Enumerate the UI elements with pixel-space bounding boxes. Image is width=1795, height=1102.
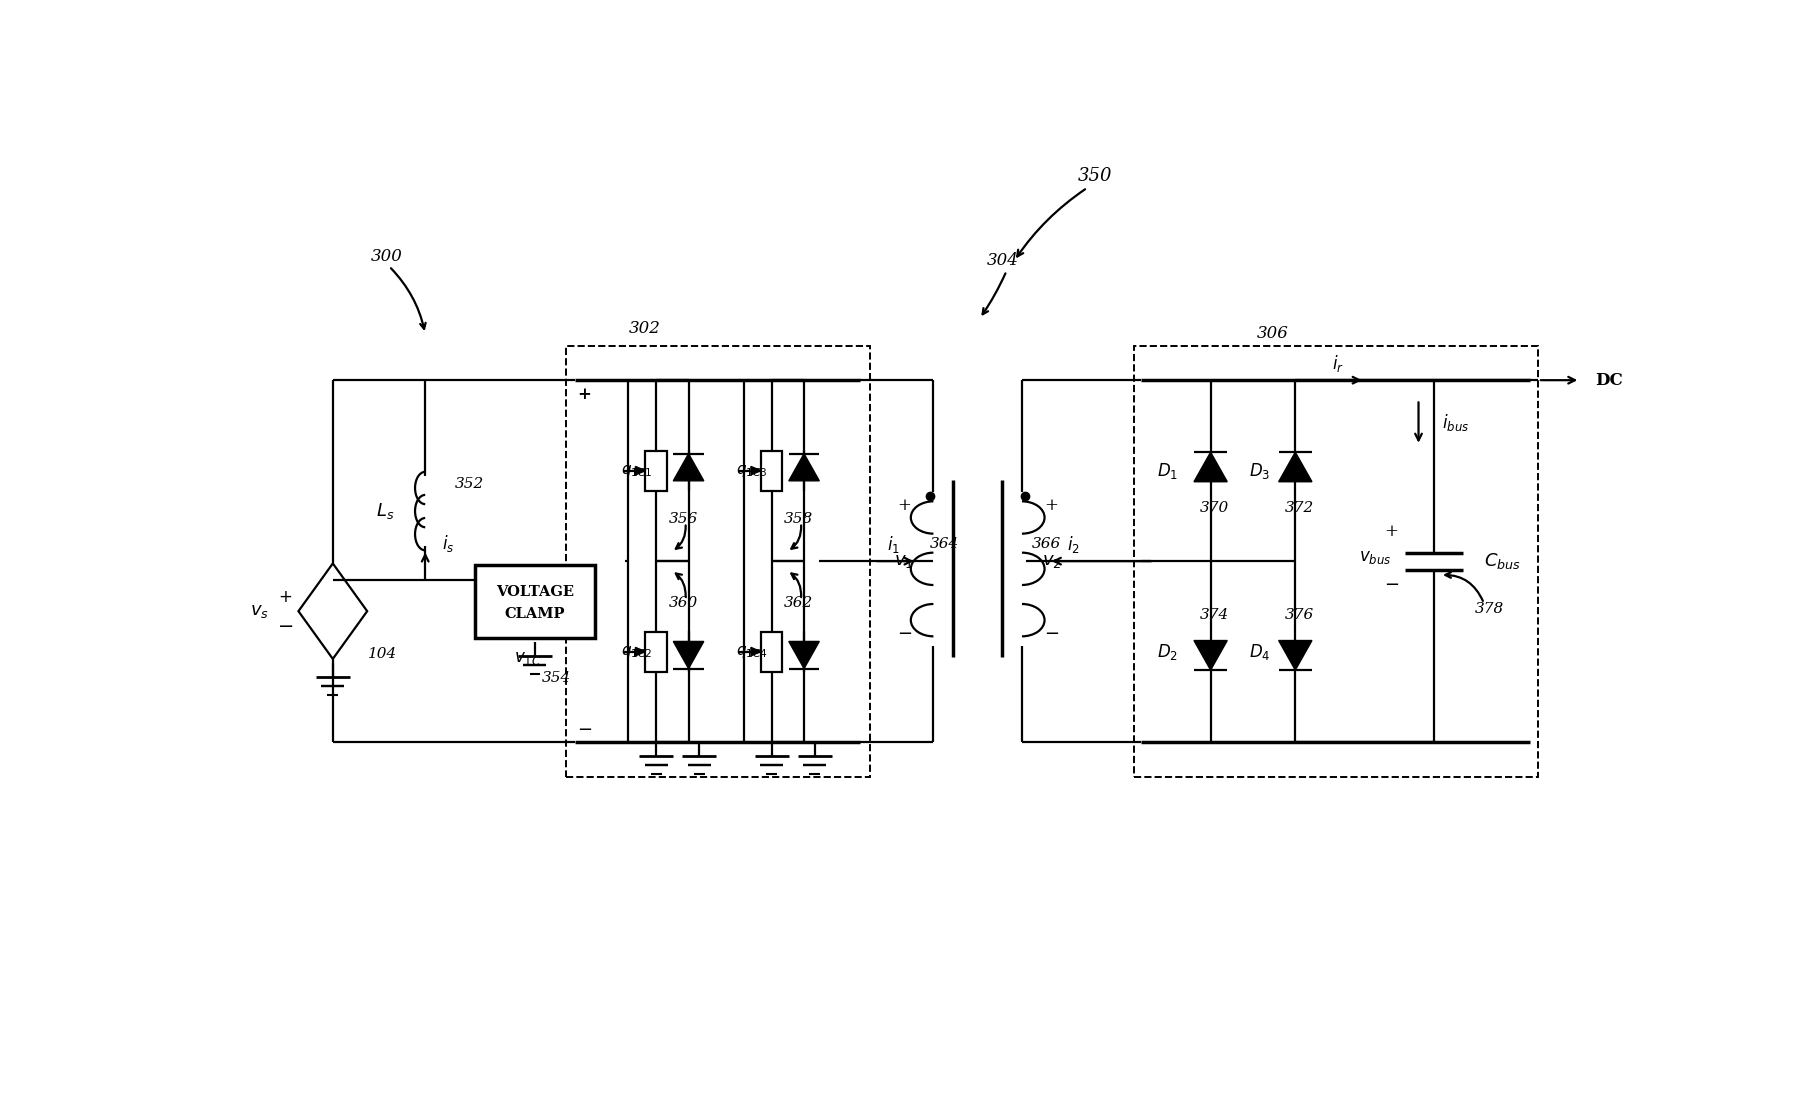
Text: 304: 304 bbox=[987, 252, 1018, 269]
Polygon shape bbox=[788, 454, 819, 480]
Text: +: + bbox=[898, 497, 912, 515]
Text: 300: 300 bbox=[372, 248, 402, 266]
Text: $v_{bus}$: $v_{bus}$ bbox=[1359, 549, 1391, 565]
Text: $i_2$: $i_2$ bbox=[1066, 533, 1081, 554]
Text: $C_{bus}$: $C_{bus}$ bbox=[1484, 551, 1520, 571]
Bar bbox=[646, 631, 668, 671]
Text: CLAMP: CLAMP bbox=[504, 607, 565, 620]
Text: 302: 302 bbox=[630, 320, 661, 337]
Text: +: + bbox=[578, 386, 592, 402]
Polygon shape bbox=[1278, 452, 1312, 482]
Polygon shape bbox=[1278, 640, 1312, 670]
Text: 354: 354 bbox=[542, 671, 571, 685]
Text: DC: DC bbox=[1596, 371, 1623, 389]
Polygon shape bbox=[673, 454, 704, 480]
Polygon shape bbox=[750, 647, 761, 656]
Polygon shape bbox=[635, 647, 646, 656]
Text: 362: 362 bbox=[784, 596, 813, 611]
Polygon shape bbox=[673, 641, 704, 669]
Text: $-$: $-$ bbox=[276, 616, 293, 634]
Text: 350: 350 bbox=[1077, 168, 1113, 185]
Bar bbox=[761, 631, 783, 671]
Bar bbox=[646, 451, 668, 490]
Text: 306: 306 bbox=[1256, 325, 1289, 343]
Text: $-$: $-$ bbox=[1384, 574, 1398, 592]
Text: $i_{bus}$: $i_{bus}$ bbox=[1441, 412, 1468, 433]
Text: 372: 372 bbox=[1285, 500, 1314, 515]
Text: $D_4$: $D_4$ bbox=[1249, 641, 1271, 661]
Text: +: + bbox=[1384, 523, 1398, 540]
Text: 374: 374 bbox=[1199, 607, 1230, 622]
Text: $i_1$: $i_1$ bbox=[887, 533, 899, 554]
Text: $v_1$: $v_1$ bbox=[894, 552, 914, 570]
Polygon shape bbox=[1194, 640, 1228, 670]
Text: $D_1$: $D_1$ bbox=[1158, 461, 1178, 480]
Text: $q_{1C2}$: $q_{1C2}$ bbox=[621, 644, 652, 660]
Text: $-$: $-$ bbox=[896, 623, 912, 641]
Text: $v_s$: $v_s$ bbox=[250, 602, 269, 620]
Text: $D_3$: $D_3$ bbox=[1249, 461, 1271, 480]
Bar bbox=[1134, 346, 1538, 777]
Polygon shape bbox=[1194, 452, 1228, 482]
Text: 360: 360 bbox=[668, 596, 698, 611]
Text: $v_{1C}$: $v_{1C}$ bbox=[513, 650, 540, 668]
Bar bbox=[761, 451, 783, 490]
Text: VOLTAGE: VOLTAGE bbox=[495, 585, 574, 599]
Text: $q_{1C1}$: $q_{1C1}$ bbox=[621, 463, 652, 478]
Text: 364: 364 bbox=[930, 537, 959, 551]
Text: 352: 352 bbox=[454, 477, 483, 491]
Text: 356: 356 bbox=[668, 511, 698, 526]
Text: $L_s$: $L_s$ bbox=[375, 501, 395, 521]
Text: $-$: $-$ bbox=[1043, 623, 1059, 641]
Text: 370: 370 bbox=[1199, 500, 1230, 515]
Text: $q_{1C3}$: $q_{1C3}$ bbox=[736, 463, 768, 478]
Bar bbox=[476, 565, 594, 638]
Polygon shape bbox=[635, 466, 646, 475]
Text: $+$: $+$ bbox=[278, 588, 293, 606]
Text: +: + bbox=[1045, 497, 1059, 515]
Text: 378: 378 bbox=[1475, 602, 1504, 616]
Text: $D_2$: $D_2$ bbox=[1158, 641, 1178, 661]
Text: $v_2$: $v_2$ bbox=[1041, 552, 1061, 570]
Text: $i_r$: $i_r$ bbox=[1332, 353, 1344, 374]
Text: 358: 358 bbox=[784, 511, 813, 526]
Polygon shape bbox=[750, 466, 761, 475]
Text: 104: 104 bbox=[368, 647, 397, 660]
Text: $-$: $-$ bbox=[576, 720, 592, 737]
Text: 376: 376 bbox=[1285, 607, 1314, 622]
Bar bbox=[565, 346, 869, 777]
Text: $q_{1C4}$: $q_{1C4}$ bbox=[736, 644, 768, 660]
Text: 366: 366 bbox=[1032, 537, 1061, 551]
Polygon shape bbox=[788, 641, 819, 669]
Text: $i_s$: $i_s$ bbox=[442, 533, 454, 554]
